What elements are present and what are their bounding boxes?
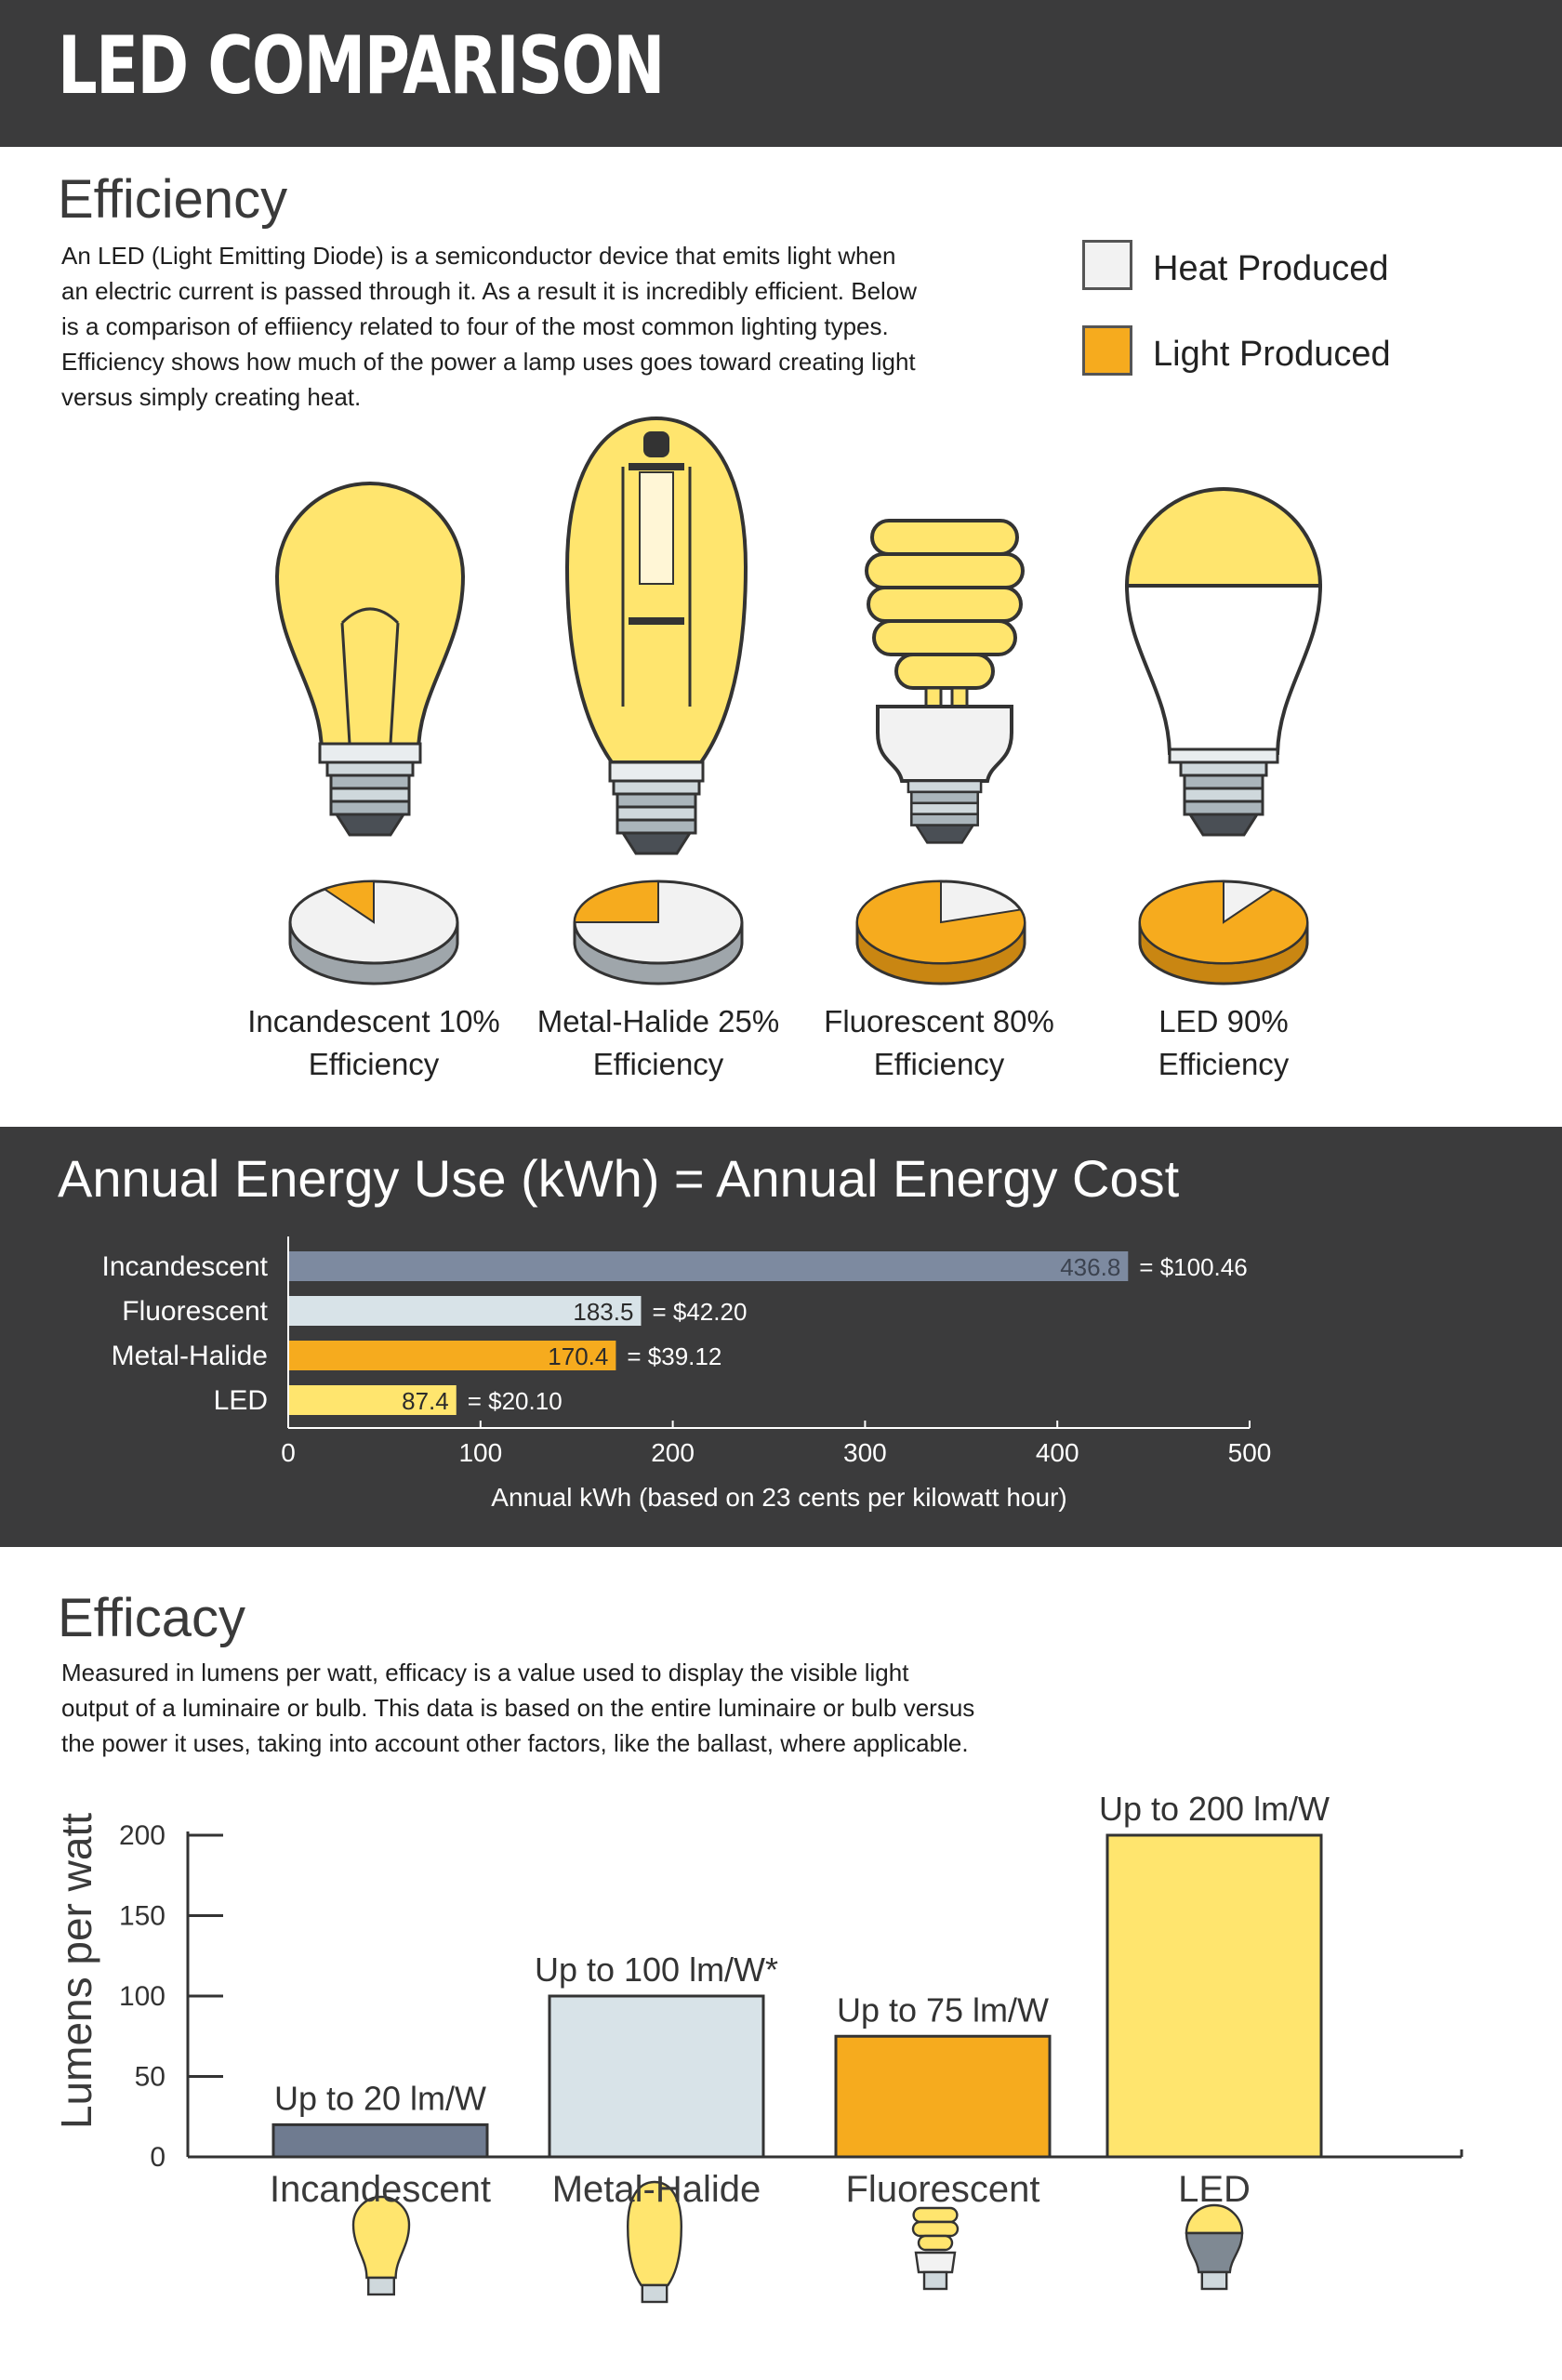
- efficiency-heading: Efficiency: [58, 169, 288, 230]
- caption-metal-halide: Metal-Halide 25% Efficiency: [519, 1000, 798, 1086]
- caption-fluorescent-line1: Fluorescent 80%: [824, 1004, 1054, 1038]
- energy-category-label: Incandescent: [102, 1251, 269, 1282]
- efficacy-paragraph-line: Measured in lumens per watt, efficacy is…: [61, 1659, 909, 1686]
- efficiency-paragraph-line: An LED (Light Emitting Diode) is a semic…: [61, 242, 896, 270]
- efficacy-bar-metal-halide: [548, 1994, 765, 2159]
- energy-section-background: [0, 1127, 1562, 1547]
- energy-x-tick-label: 200: [651, 1438, 695, 1467]
- efficacy-y-tick-label: 200: [119, 1820, 165, 1851]
- energy-heading: Annual Energy Use (kWh) = Annual Energy …: [58, 1149, 1180, 1208]
- energy-cost-label: = $20.10: [468, 1387, 563, 1415]
- caption-incandescent: Incandescent 10% Efficiency: [234, 1000, 513, 1086]
- energy-x-axis-label: Annual kWh (based on 23 cents per kilowa…: [491, 1483, 1066, 1512]
- header-banner: LED COMPARISON: [0, 0, 1562, 147]
- efficiency-paragraph-line: versus simply creating heat.: [61, 383, 362, 411]
- caption-fluorescent: Fluorescent 80% Efficiency: [800, 1000, 1079, 1086]
- energy-value-label: 87.4: [402, 1387, 449, 1415]
- pie-slice-light: [322, 879, 375, 924]
- energy-bar-chart: Annual kWh (based on 23 cents per kilowa…: [102, 1236, 1272, 1512]
- caption-metal-halide-line1: Metal-Halide 25%: [536, 1004, 780, 1038]
- efficacy-category-label: LED: [1178, 2169, 1251, 2210]
- small-cfl-icon: [911, 2206, 960, 2291]
- energy-x-tick-label: 400: [1036, 1438, 1079, 1467]
- caption-fluorescent-line2: Efficiency: [873, 1047, 1005, 1081]
- efficacy-y-tick-label: 150: [119, 1901, 165, 1932]
- energy-value-label: 436.8: [1060, 1253, 1120, 1281]
- pie-fluorescent: [855, 879, 1026, 985]
- efficiency-pie-charts: [288, 879, 1309, 985]
- efficacy-paragraph: Measured in lumens per watt, efficacy is…: [61, 1655, 1084, 1761]
- energy-x-tick-label: 300: [843, 1438, 887, 1467]
- pie-metal-halide: [573, 879, 744, 985]
- efficiency-paragraph: An LED (Light Emitting Diode) is a semic…: [61, 238, 1047, 415]
- caption-incandescent-line1: Incandescent 10%: [247, 1004, 500, 1038]
- pie-led: [1138, 879, 1309, 985]
- energy-x-tick-label: 500: [1228, 1438, 1272, 1467]
- small-led-icon: [1185, 2203, 1244, 2291]
- energy-bar-incandescent: [288, 1251, 1129, 1281]
- energy-cost-label: = $42.20: [652, 1298, 747, 1326]
- energy-category-label: Metal-Halide: [112, 1341, 268, 1371]
- caption-metal-halide-line2: Efficiency: [592, 1047, 724, 1081]
- metal-halide-bulb-icon: [564, 416, 748, 855]
- caption-led: LED 90% Efficiency: [1084, 1000, 1363, 1086]
- pie-slice-light: [856, 879, 1026, 964]
- led-bulb-icon: [1124, 487, 1323, 837]
- efficacy-value-label: Up to 75 lm/W: [837, 1990, 1049, 2029]
- efficacy-bar-led: [1105, 1833, 1323, 2159]
- efficacy-category-label: Incandescent: [270, 2169, 491, 2210]
- legend-heat-swatch: [1082, 240, 1132, 290]
- efficacy-y-axis-label: Lumens per watt: [52, 1813, 100, 2129]
- pie-slice-light: [573, 879, 659, 923]
- energy-bar-fluorescent: [288, 1296, 642, 1326]
- caption-led-line1: LED 90%: [1158, 1004, 1289, 1038]
- legend-heat-label: Heat Produced: [1153, 249, 1389, 288]
- efficacy-value-label: Up to 100 lm/W*: [535, 1950, 778, 1989]
- small-incandescent-icon: [351, 2195, 411, 2296]
- caption-incandescent-line2: Efficiency: [308, 1047, 440, 1081]
- efficiency-paragraph-line: an electric current is passed through it…: [61, 277, 918, 305]
- efficacy-y-tick-label: 50: [135, 2062, 165, 2093]
- legend-light-swatch: [1082, 325, 1132, 376]
- energy-category-label: Fluorescent: [122, 1296, 268, 1327]
- energy-cost-label: = $39.12: [627, 1342, 721, 1370]
- efficacy-bar-fluorescent: [834, 2034, 1052, 2159]
- energy-bar-metal-halide: [288, 1341, 616, 1370]
- efficacy-y-tick-label: 0: [150, 2142, 165, 2173]
- energy-value-label: 170.4: [548, 1342, 608, 1370]
- efficacy-value-label: Up to 20 lm/W: [274, 2079, 486, 2117]
- pie-slice-light: [1139, 879, 1308, 964]
- small-metal-halide-icon: [626, 2180, 683, 2304]
- efficiency-paragraph-line: Efficiency shows how much of the power a…: [61, 348, 916, 376]
- efficacy-heading: Efficacy: [58, 1588, 246, 1648]
- energy-x-tick-label: 100: [458, 1438, 502, 1467]
- efficacy-paragraph-line: output of a luminaire or bulb. This data…: [61, 1694, 975, 1722]
- efficacy-category-label: Fluorescent: [846, 2169, 1040, 2210]
- incandescent-bulb-icon: [274, 482, 466, 837]
- efficacy-category-label: Metal-Halide: [552, 2169, 761, 2210]
- efficacy-y-tick-label: 100: [119, 1981, 165, 2012]
- energy-x-tick-label: 0: [281, 1438, 296, 1467]
- energy-cost-label: = $100.46: [1139, 1253, 1247, 1281]
- efficacy-value-label: Up to 200 lm/W: [1099, 1790, 1330, 1828]
- pie-incandescent: [288, 879, 459, 985]
- page-title: LED COMPARISON: [58, 20, 665, 112]
- legend-light-label: Light Produced: [1153, 335, 1391, 374]
- cfl-bulb-icon: [865, 519, 1025, 844]
- energy-category-label: LED: [214, 1385, 268, 1416]
- efficiency-paragraph-line: is a comparison of effiiency related to …: [61, 312, 889, 340]
- efficacy-bar-chart: Lumens per watt 0 50 100 150 200 Up to 20 lm/…: [52, 1790, 1463, 2304]
- bulb-illustrations: [274, 416, 1323, 855]
- energy-value-label: 183.5: [573, 1298, 633, 1326]
- efficacy-paragraph-line: the power it uses, taking into account o…: [61, 1729, 969, 1757]
- caption-led-line2: Efficiency: [1158, 1047, 1290, 1081]
- energy-bar-led: [288, 1385, 457, 1415]
- efficacy-bar-incandescent: [271, 2122, 489, 2159]
